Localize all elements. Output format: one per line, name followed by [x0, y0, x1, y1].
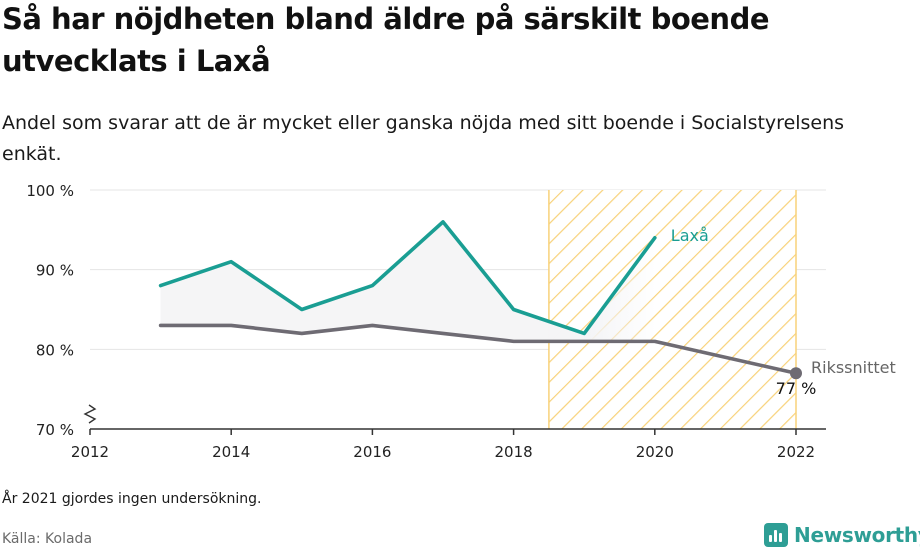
- area-between-series-solid: [160, 221, 585, 342]
- y-tick-label: 70 %: [36, 421, 74, 439]
- x-tick-label: 2012: [71, 443, 109, 461]
- series-line-riket: [158, 323, 798, 376]
- y-tick-label: 90 %: [36, 262, 74, 280]
- labels-layer: 70 % 80 % 90 % 100 % 2012 2014 2016 2018 2020 202…: [26, 182, 895, 461]
- series-line-laxa: [158, 220, 657, 336]
- difference-area: [160, 221, 655, 342]
- y-tick-label: 80 %: [36, 341, 74, 359]
- end-point-marker: [790, 367, 802, 380]
- series-label-laxa: Laxå: [671, 226, 709, 245]
- series-layer: [158, 220, 802, 380]
- axis-break-icon: [83, 404, 97, 424]
- line-chart: 70 % 80 % 90 % 100 % 2012 2014 2016 2018 2020 202…: [26, 182, 895, 461]
- highlight-period: [548, 190, 797, 429]
- axes: [83, 404, 826, 435]
- x-tick-label: 2016: [353, 443, 391, 461]
- newsworthy-logo: Newsworthy: [764, 520, 920, 550]
- source-text: Källa: Kolada: [2, 531, 93, 547]
- x-tick-label: 2014: [212, 443, 250, 461]
- series-label-riket: Rikssnittet: [811, 358, 896, 377]
- y-tick-label: 100 %: [26, 182, 74, 200]
- x-tick-label: 2022: [777, 443, 815, 461]
- bar-chart-icon: [764, 523, 788, 547]
- x-tick-label: 2018: [495, 443, 533, 461]
- logo-text: Newsworthy: [794, 523, 920, 547]
- end-value-label: 77 %: [776, 379, 817, 398]
- chart-title: Så har nöjdheten bland äldre på särskilt…: [2, 2, 770, 78]
- chart-subtitle: Andel som svarar att de är mycket eller …: [2, 112, 845, 165]
- x-tick-label: 2020: [636, 443, 674, 461]
- highlight-area: [548, 190, 796, 429]
- footnote: År 2021 gjordes ingen undersökning.: [2, 491, 262, 507]
